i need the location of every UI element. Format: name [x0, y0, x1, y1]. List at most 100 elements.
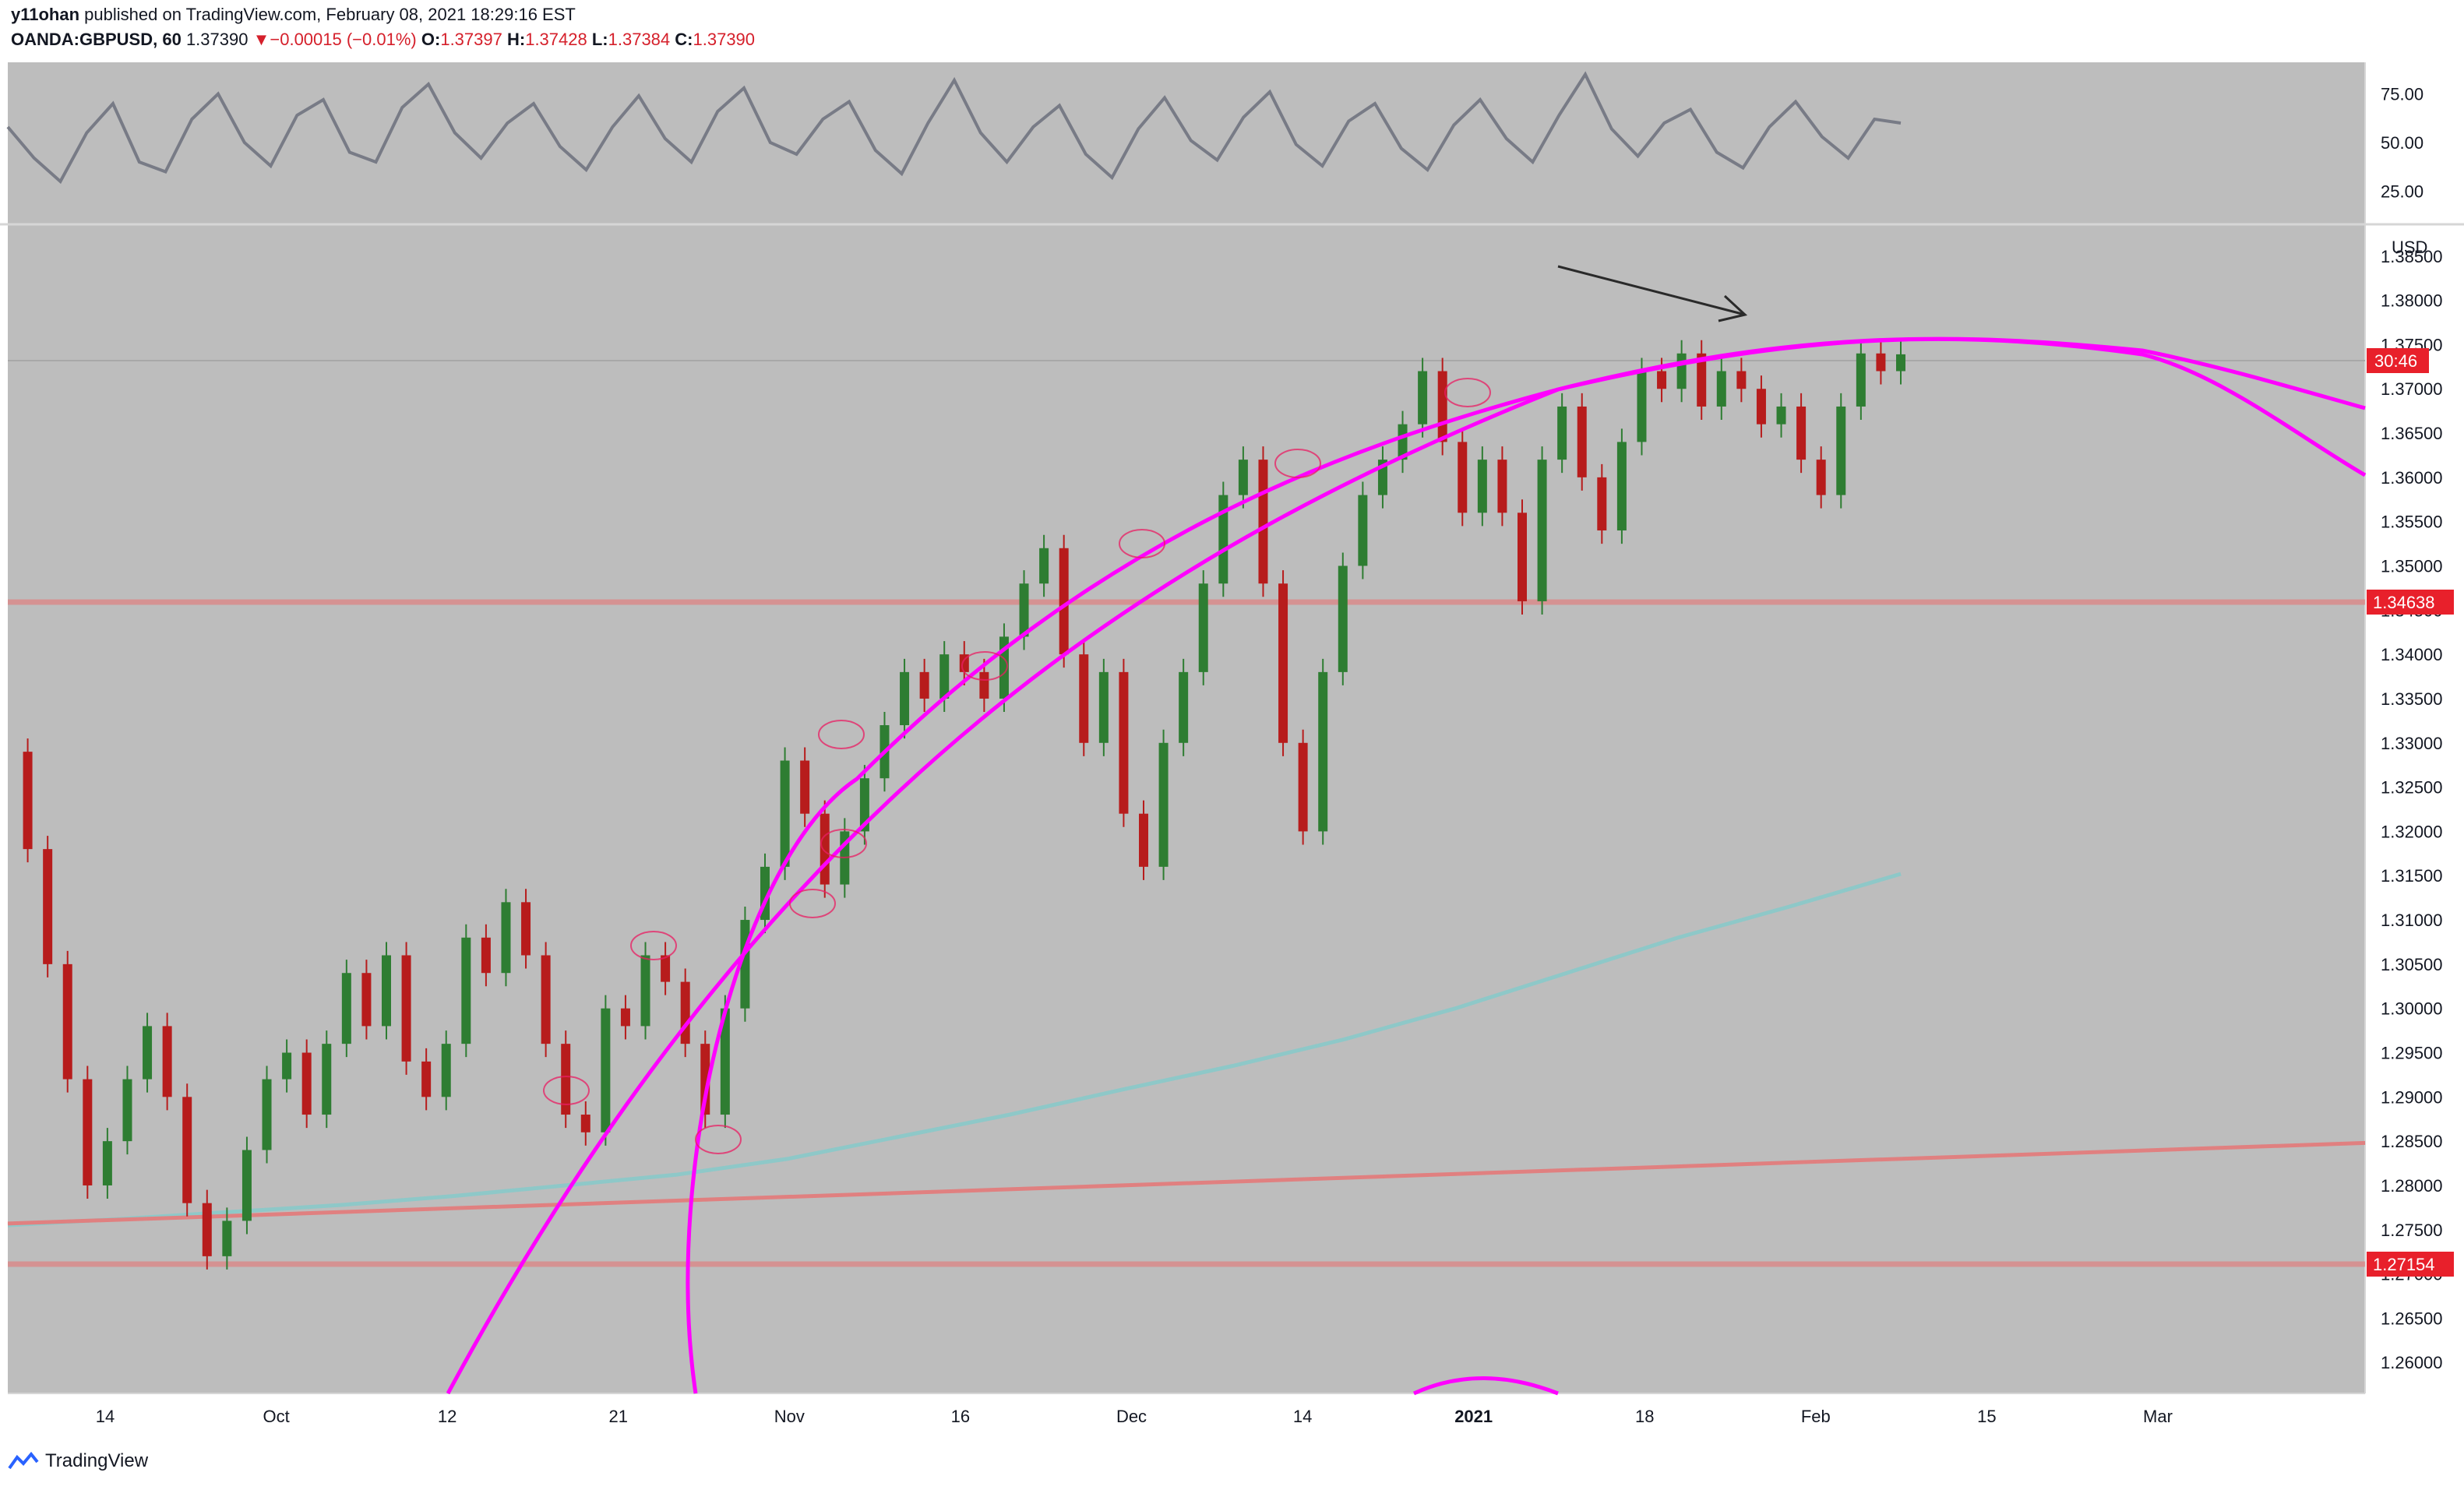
candle-body	[1398, 424, 1408, 460]
price-tick-label: 1.27500	[2381, 1221, 2443, 1240]
time-tick-label: 18	[1635, 1407, 1654, 1426]
candle-body	[1537, 460, 1547, 601]
candle-body	[1518, 513, 1527, 601]
time-tick-label: Mar	[2143, 1407, 2173, 1426]
candle-body	[83, 1079, 93, 1185]
candle-body	[1856, 353, 1866, 407]
candle-body	[800, 760, 810, 814]
candle-body	[1079, 654, 1089, 743]
candle-body	[1318, 671, 1328, 832]
inner-arc[interactable]	[686, 336, 2367, 1394]
symbol-name[interactable]: OANDA:GBPUSD, 60	[11, 30, 182, 49]
candle-body	[1139, 813, 1148, 867]
candle-body	[401, 955, 411, 1062]
touch-point	[543, 1076, 590, 1105]
oscillator-line	[6, 71, 1902, 185]
candle-body	[1836, 406, 1846, 495]
candle-body	[1896, 354, 1905, 372]
price-tick-label: 1.32500	[2381, 778, 2443, 798]
candle-body	[1258, 460, 1268, 584]
time-tick-label: 21	[609, 1407, 628, 1426]
candle-body	[1238, 460, 1248, 495]
price-tick-label: 1.31500	[2381, 866, 2443, 886]
candle-body	[1338, 565, 1348, 672]
candle-body	[122, 1079, 132, 1142]
time-tick-label: Feb	[1801, 1407, 1831, 1426]
tradingview-brand[interactable]: TradingView	[8, 1450, 148, 1472]
brand-name: TradingView	[45, 1450, 149, 1471]
time-tick-label: Dec	[1116, 1407, 1147, 1426]
close-label: C:	[675, 30, 693, 49]
candle-body	[620, 1008, 630, 1027]
candle-body	[561, 1044, 571, 1115]
candle-body	[361, 973, 372, 1027]
oscillator-tick-label: 75.00	[2381, 85, 2423, 104]
candle-body	[1716, 371, 1726, 407]
candle-body	[102, 1141, 112, 1185]
candle-body	[1816, 460, 1826, 495]
candle-body	[222, 1221, 232, 1256]
touch-points	[543, 378, 1491, 1154]
time-tick-label: 14	[96, 1407, 115, 1426]
annotation-arrow[interactable]	[1557, 265, 1748, 322]
candle-body	[62, 963, 72, 1080]
candle-body	[640, 955, 650, 1027]
candle-body	[43, 849, 53, 964]
candle-body	[382, 955, 391, 1027]
support-trendline[interactable]	[7, 1140, 2366, 1226]
candle-body	[481, 937, 491, 974]
candle-body	[1119, 671, 1129, 814]
price-tick-label: 1.33500	[2381, 689, 2443, 709]
symbol-legend: OANDA:GBPUSD, 60 1.37390 ▼−0.00015 (−0.0…	[11, 30, 755, 50]
price-tick-label: 1.28000	[2381, 1176, 2443, 1196]
price-tick-label: 1.34000	[2381, 645, 2443, 664]
author-name[interactable]: y11ohan	[11, 5, 80, 24]
price-tick-label: 1.31000	[2381, 911, 2443, 930]
candle-body	[23, 752, 33, 850]
candle-body	[1616, 442, 1627, 531]
candle-body	[1179, 671, 1189, 743]
candle-body	[322, 1044, 332, 1115]
price-tick-label: 1.38000	[2381, 291, 2443, 311]
candle-body	[1198, 583, 1208, 672]
touch-point	[630, 931, 677, 960]
candle-body	[1577, 406, 1587, 477]
candle-body	[301, 1052, 312, 1115]
svg-text:1.34638: 1.34638	[2373, 593, 2435, 612]
open-label: O:	[421, 30, 441, 49]
price-tick-label: 1.32000	[2381, 822, 2443, 841]
oscillator-ticks: 75.00 50.00 25.00	[2381, 85, 2423, 202]
touch-point	[961, 651, 1008, 681]
touch-point	[818, 720, 865, 749]
candle-body	[501, 902, 511, 974]
resistance-price-badge: 1.34638	[2367, 590, 2454, 615]
candle-body	[541, 955, 551, 1044]
candle-body	[1597, 477, 1607, 531]
price-pane[interactable]	[8, 225, 2364, 1393]
price-axis[interactable]: 1.385001.380001.375001.370001.365001.360…	[2381, 247, 2443, 1372]
candle-body	[820, 813, 830, 885]
touch-point	[1274, 449, 1321, 478]
price-tick-label: 1.26000	[2381, 1353, 2443, 1372]
candle-body	[143, 1026, 153, 1080]
bottom-arc	[1412, 1376, 1559, 1396]
candle-body	[661, 955, 671, 982]
candle-body	[1019, 583, 1029, 637]
candle-body	[1218, 495, 1228, 584]
candle-body	[1796, 406, 1807, 460]
time-tick-label: 2021	[1454, 1407, 1493, 1426]
tradingview-logo-icon	[8, 1451, 39, 1470]
candle-body	[1158, 742, 1169, 867]
svg-text:1.27154: 1.27154	[2373, 1255, 2435, 1274]
time-axis[interactable]: 14 Oct 12 21 Nov 16 Dec 14 2021 18 Feb 15 Mar	[96, 1407, 2173, 1426]
price-tick-label: 1.28500	[2381, 1132, 2443, 1151]
candle-body	[521, 902, 531, 956]
high-label: H:	[506, 30, 526, 49]
candle-body	[162, 1026, 172, 1097]
candle-body	[1676, 353, 1687, 389]
time-tick-label: Nov	[774, 1407, 805, 1426]
candle-body	[1458, 442, 1468, 513]
candle-body	[1418, 371, 1428, 424]
candle-body	[421, 1061, 432, 1097]
